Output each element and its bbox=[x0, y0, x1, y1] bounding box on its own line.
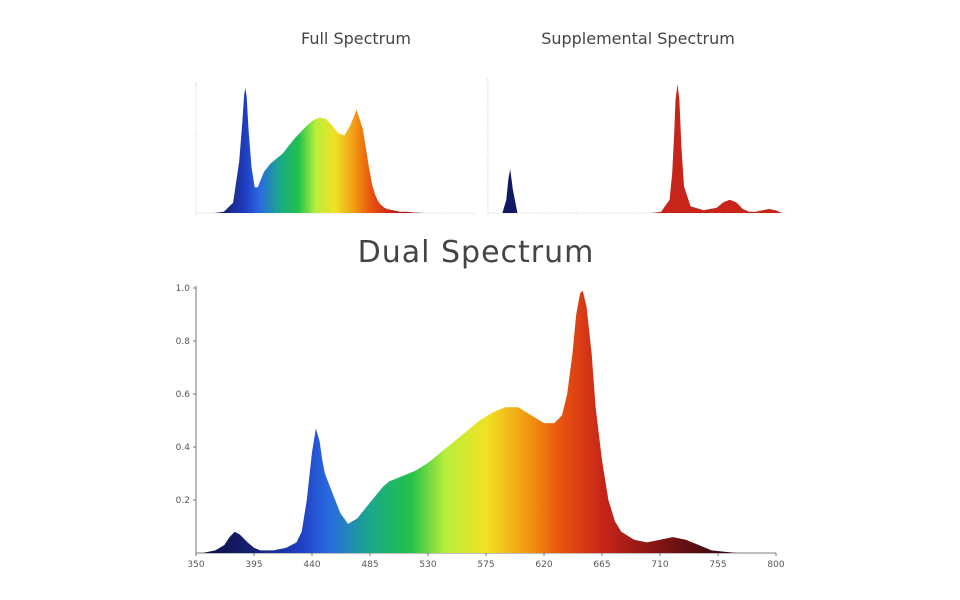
y-tick-label: 0.6 bbox=[176, 390, 191, 400]
x-tick-label: 485 bbox=[361, 560, 378, 570]
y-tick-label: 0.8 bbox=[176, 337, 191, 347]
spectrum-area bbox=[196, 290, 776, 553]
x-tick-label: 530 bbox=[419, 560, 436, 570]
x-tick-label: 350 bbox=[187, 560, 204, 570]
x-tick-label: 710 bbox=[651, 560, 668, 570]
x-tick-label: 575 bbox=[477, 560, 494, 570]
x-tick-label: 620 bbox=[535, 560, 552, 570]
blue-peak-area bbox=[488, 169, 518, 213]
red-peak-area bbox=[625, 84, 782, 213]
x-tick-label: 755 bbox=[709, 560, 726, 570]
supplemental-spectrum-title: Supplemental Spectrum bbox=[541, 29, 735, 48]
dual-spectrum-title: Dual Spectrum bbox=[358, 235, 595, 270]
full-spectrum-chart: Full Spectrum bbox=[194, 29, 475, 215]
y-tick-label: 0.4 bbox=[176, 443, 191, 453]
x-tick-label: 800 bbox=[767, 560, 784, 570]
x-tick-label: 665 bbox=[593, 560, 610, 570]
y-tick-label: 1.0 bbox=[176, 284, 191, 294]
spectrum-area bbox=[196, 87, 474, 213]
supplemental-spectrum-chart: Supplemental Spectrum bbox=[486, 29, 783, 215]
x-tick-label: 395 bbox=[245, 560, 262, 570]
dual-spectrum-chart: Dual Spectrum 0.2 0.4 0.6 0.8 1.0 350 395 440 48… bbox=[176, 235, 785, 570]
x-tick-label: 440 bbox=[303, 560, 320, 570]
full-spectrum-title: Full Spectrum bbox=[301, 29, 411, 48]
y-tick-label: 0.2 bbox=[176, 496, 190, 506]
